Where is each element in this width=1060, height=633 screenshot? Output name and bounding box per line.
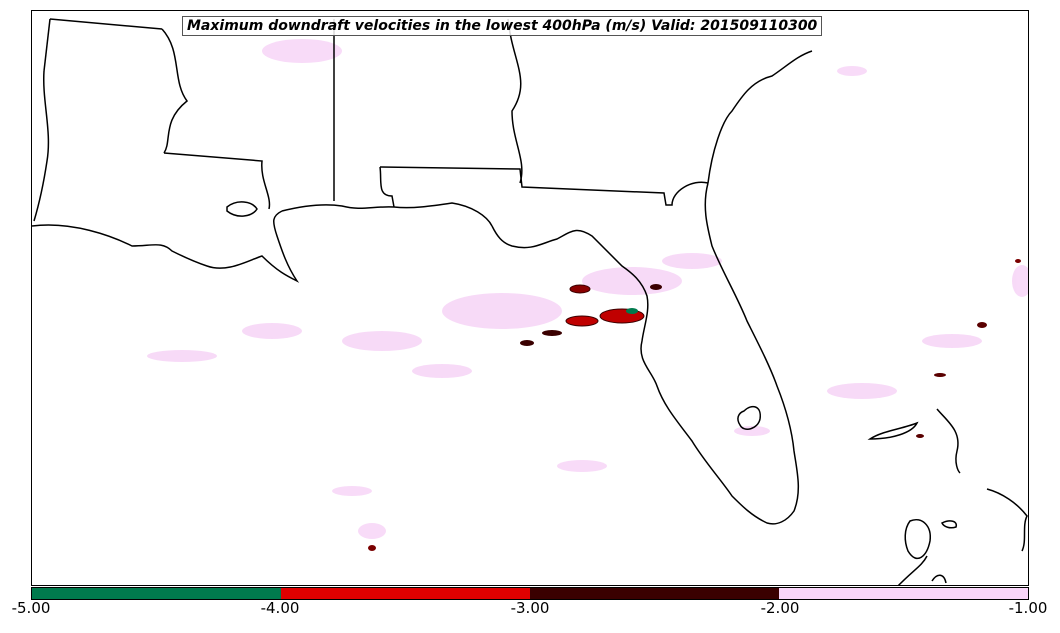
colorbar-tick-label: -5.00	[11, 599, 51, 617]
colorbar-tick-label: -2.00	[760, 599, 800, 617]
colorbar-tick-label: -1.00	[1008, 599, 1048, 617]
basemap	[32, 18, 1028, 585]
light-downdraft-field	[147, 39, 1028, 539]
coastlines-and-borders	[32, 18, 1028, 585]
map-panel	[31, 10, 1029, 586]
colorbar-segment	[779, 588, 1028, 599]
map-title: Maximum downdraft velocities in the lowe…	[182, 16, 823, 36]
colorbar-tick-label: -3.00	[510, 599, 550, 617]
colorbar-segment	[32, 588, 281, 599]
colorbar-tick-label: -4.00	[260, 599, 300, 617]
colorbar-segment	[530, 588, 779, 599]
colorbar-segment	[281, 588, 530, 599]
colorbar	[31, 587, 1029, 600]
strong-downdraft-cells	[368, 259, 1021, 551]
